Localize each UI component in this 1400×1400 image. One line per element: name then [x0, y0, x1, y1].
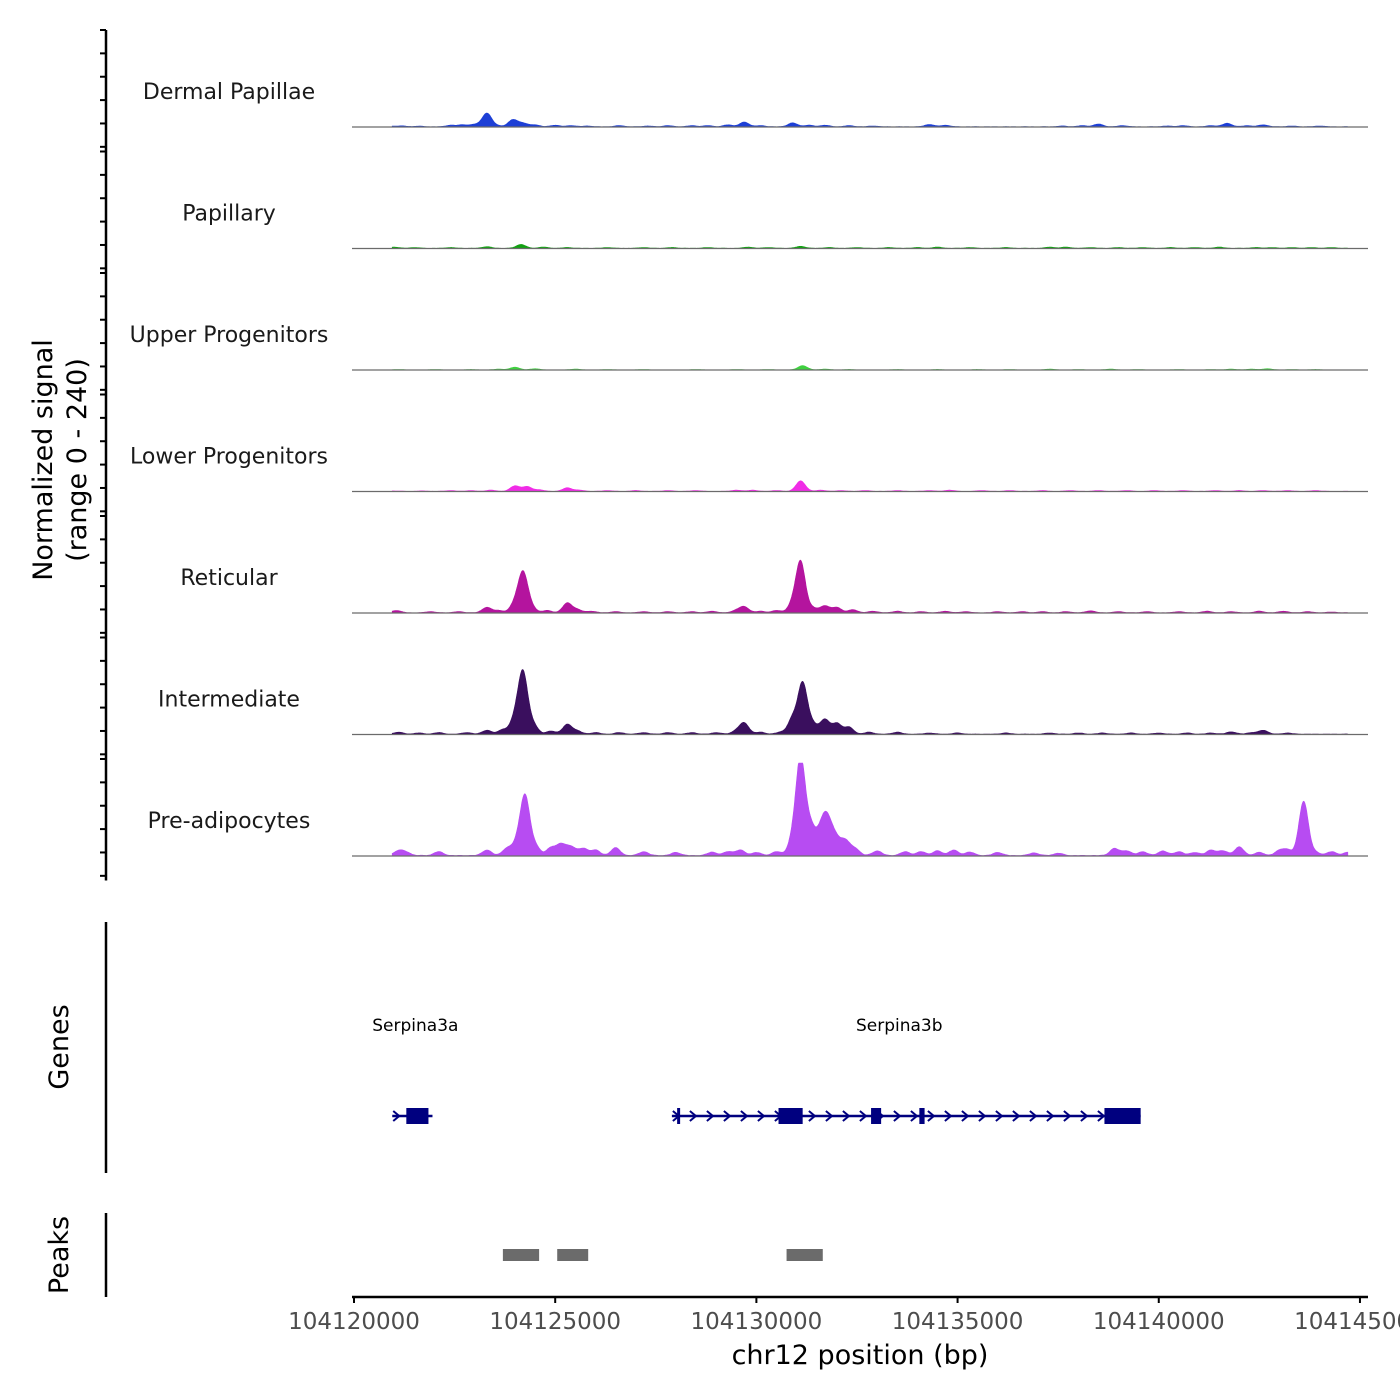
- gene-annotation-track: Genes Serpina3a Serpina3b: [44, 922, 1141, 1173]
- x-axis-title: chr12 position (bp): [732, 1340, 989, 1371]
- track-dermal-papillae: Dermal Papillae: [100, 29, 1368, 148]
- coverage-area: [391, 762, 1349, 857]
- strand-arrow: [978, 1110, 987, 1122]
- gene-serpina3b: Serpina3b: [671, 1016, 1141, 1124]
- peak-region: [786, 1249, 823, 1261]
- track-pre-adipocytes: Pre-adipocytes: [100, 758, 1368, 877]
- gene-exon: [1104, 1108, 1141, 1124]
- gene-exon: [919, 1108, 925, 1124]
- x-axis: 104120000 104125000 104130000 104135000 1041…: [288, 1295, 1400, 1371]
- coverage-area: [391, 244, 1349, 249]
- y-axis-title-line1: Normalized signal: [28, 339, 59, 581]
- gene-label: Serpina3a: [372, 1016, 458, 1036]
- strand-arrow: [910, 1110, 919, 1122]
- strand-arrow: [1080, 1110, 1089, 1122]
- strand-arrow: [825, 1110, 834, 1122]
- strand-arrow: [723, 1110, 732, 1122]
- strand-arrow: [995, 1110, 1004, 1122]
- strand-arrow: [1029, 1110, 1038, 1122]
- peak-region: [502, 1249, 540, 1261]
- track-label: Pre-adipocytes: [148, 809, 311, 834]
- axes-layer: Normalized signal (range 0 - 240): [28, 30, 108, 881]
- gene-exon: [677, 1108, 681, 1124]
- x-tick-label: 104125000: [489, 1309, 621, 1335]
- strand-arrow: [893, 1110, 902, 1122]
- track-label: Papillary: [182, 202, 276, 227]
- gene-exon: [778, 1108, 803, 1124]
- strand-arrow: [1063, 1110, 1072, 1122]
- strand-arrow: [689, 1110, 698, 1122]
- track-intermediate: Intermediate: [100, 636, 1368, 756]
- strand-arrow: [1046, 1110, 1055, 1122]
- strand-arrow: [706, 1110, 715, 1122]
- x-tick-label: 104140000: [1093, 1309, 1225, 1335]
- gene-exon: [871, 1108, 882, 1124]
- track-label: Upper Progenitors: [130, 323, 329, 348]
- track-label: Intermediate: [158, 688, 300, 713]
- track-label: Dermal Papillae: [143, 80, 315, 105]
- x-tick-label: 104120000: [288, 1309, 420, 1335]
- strand-arrow: [757, 1110, 766, 1122]
- track-lower-progenitors: Lower Progenitors: [100, 393, 1368, 513]
- coverage-area: [391, 669, 1349, 735]
- coverage-area: [391, 480, 1349, 492]
- strand-arrow: [961, 1110, 970, 1122]
- x-tick-label: 104130000: [691, 1309, 823, 1335]
- coverage-area: [391, 365, 1349, 371]
- strand-arrow: [859, 1110, 868, 1122]
- coverage-area: [391, 112, 1349, 128]
- track-label: Reticular: [180, 566, 278, 591]
- strand-arrow: [927, 1110, 936, 1122]
- track-papillary: Papillary: [100, 150, 1368, 270]
- track-reticular: Reticular: [100, 515, 1368, 634]
- strand-arrow: [944, 1110, 953, 1122]
- peaks-panel-label: Peaks: [44, 1216, 75, 1294]
- gene-label: Serpina3b: [856, 1016, 943, 1036]
- track-upper-progenitors: Upper Progenitors: [100, 272, 1368, 391]
- peak-region: [557, 1249, 589, 1261]
- x-tick-label: 104145000: [1294, 1309, 1400, 1335]
- gene-exon: [406, 1108, 429, 1124]
- strand-arrow: [740, 1110, 749, 1122]
- x-tick-label: 104135000: [892, 1309, 1024, 1335]
- coverage-tracks: Dermal Papillae Papillary Upper Progenitor…: [100, 29, 1368, 877]
- strand-arrow: [1012, 1110, 1021, 1122]
- y-axis-title-line2: (range 0 - 240): [62, 358, 93, 562]
- strand-arrow: [1097, 1110, 1106, 1122]
- y-axis-title: Normalized signal (range 0 - 240): [28, 339, 93, 581]
- track-label: Lower Progenitors: [130, 445, 328, 470]
- gene-serpina3a: Serpina3a: [372, 1016, 458, 1124]
- strand-arrow: [392, 1110, 401, 1122]
- strand-arrow: [842, 1110, 851, 1122]
- coverage-area: [391, 559, 1349, 614]
- genes-panel-label: Genes: [44, 1004, 75, 1089]
- strand-arrow: [808, 1110, 817, 1122]
- peak-track: Peaks: [44, 1213, 823, 1297]
